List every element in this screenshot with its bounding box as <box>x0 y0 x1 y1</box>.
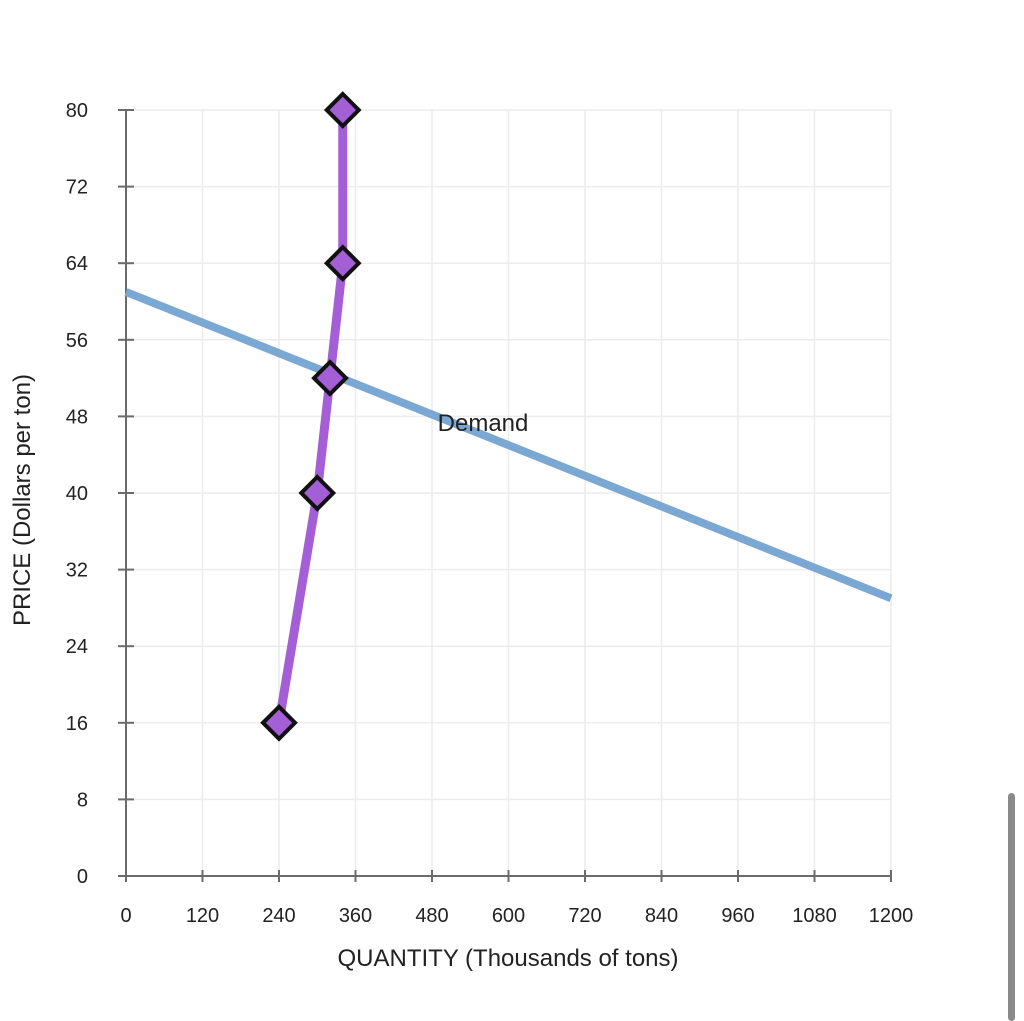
grid <box>126 109 892 876</box>
x-tick-label: 960 <box>721 905 754 927</box>
y-tick-label: 0 <box>77 866 88 888</box>
series-layer: Demand <box>124 91 893 742</box>
data-point-marker <box>323 244 362 283</box>
x-tick-label: 240 <box>262 905 295 927</box>
scrollbar[interactable] <box>1008 793 1015 1021</box>
x-tick-label: 360 <box>339 905 372 927</box>
y-tick-label: 8 <box>77 789 88 811</box>
y-tick-label: 72 <box>66 177 88 199</box>
y-axis-title: PRICE (Dollars per ton) <box>9 374 36 626</box>
x-tick-label: 120 <box>186 905 219 927</box>
y-axis-ticks: 0 8 16 24 32 40 48 56 64 72 80 <box>66 100 134 888</box>
y-tick-label: 24 <box>66 636 88 658</box>
series-label: Demand <box>438 410 529 437</box>
x-tick-label: 840 <box>645 905 678 927</box>
y-tick-label: 40 <box>66 483 88 505</box>
x-axis-ticks: 0 120 240 360 480 600 720 840 960 1080 1200 <box>120 870 913 927</box>
x-tick-label: 1080 <box>792 905 837 927</box>
x-tick-label: 600 <box>492 905 525 927</box>
x-tick-label: 720 <box>568 905 601 927</box>
y-tick-label: 56 <box>66 330 88 352</box>
data-point-marker <box>311 359 349 397</box>
x-tick-label: 0 <box>120 905 131 927</box>
demand-line <box>124 288 893 603</box>
x-axis-title: QUANTITY (Thousands of tons) <box>337 945 678 972</box>
y-tick-label: 80 <box>66 100 88 122</box>
x-tick-label: 1200 <box>869 905 914 927</box>
y-tick-label: 64 <box>66 253 88 275</box>
y-tick-label: 16 <box>66 713 88 735</box>
data-point-marker <box>298 474 337 512</box>
x-tick-label: 480 <box>415 905 448 927</box>
data-point-marker <box>260 703 298 742</box>
y-tick-label: 48 <box>66 406 88 428</box>
y-tick-label: 32 <box>66 560 88 582</box>
data-point-marker <box>323 91 362 129</box>
